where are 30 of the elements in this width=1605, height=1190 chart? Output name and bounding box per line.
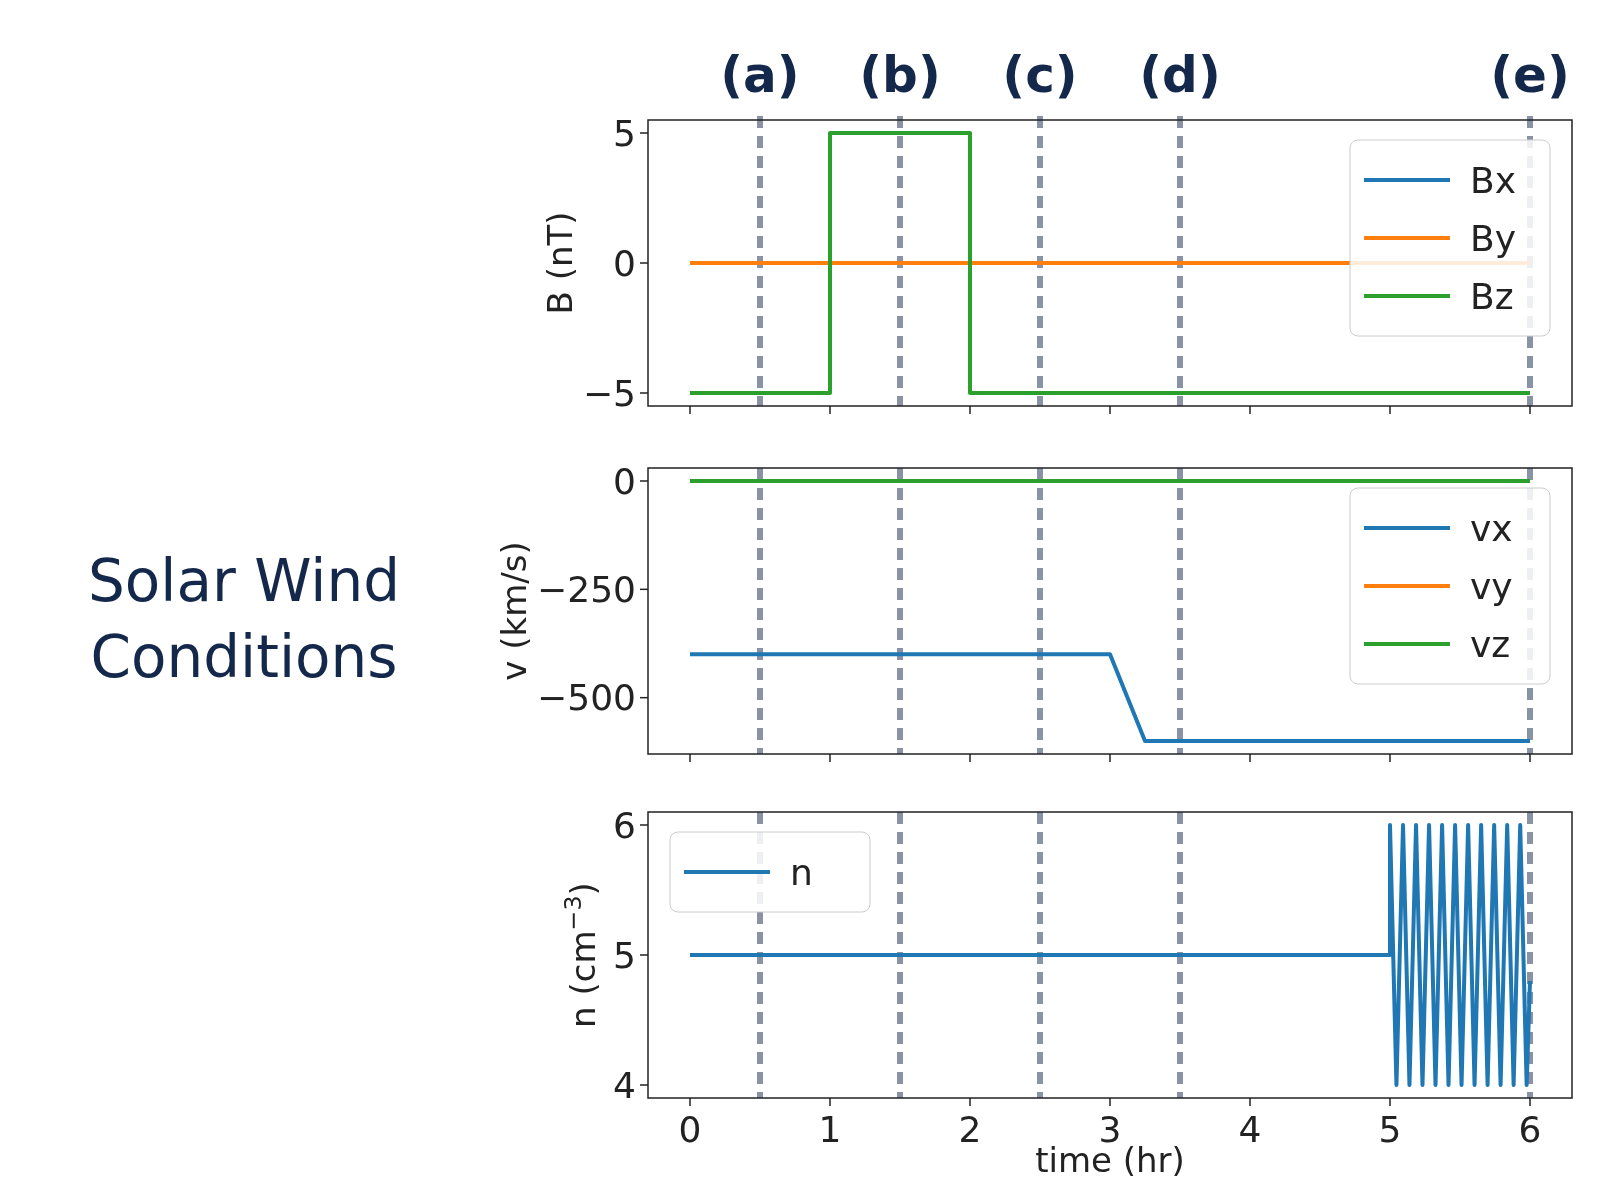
y-tick-label: 5 [613, 934, 636, 976]
y-axis-title: v (km/s) [494, 541, 534, 681]
x-tick-label: 6 [1518, 1109, 1542, 1150]
legend-label: vy [1470, 565, 1513, 607]
ref-line-label: (e) [1490, 46, 1570, 104]
x-tick-label: 1 [818, 1109, 842, 1150]
y-tick-label: −5 [582, 372, 636, 414]
x-tick-label: 2 [958, 1109, 982, 1150]
y-tick-label: −500 [537, 677, 636, 719]
x-tick-label: 5 [1378, 1109, 1402, 1150]
ref-line-label: (b) [859, 46, 941, 104]
y-tick-label: 5 [613, 112, 636, 154]
legend-label: By [1470, 217, 1517, 259]
y-tick-label: 6 [613, 804, 636, 846]
y-tick-label: 0 [613, 242, 636, 284]
x-tick-label: 4 [1238, 1109, 1262, 1150]
ref-line-label: (d) [1139, 46, 1221, 104]
ref-line-label: (a) [720, 46, 800, 104]
legend-label: n [790, 851, 813, 893]
y-axis-title: B (nT) [540, 211, 580, 315]
y-tick-label: 4 [613, 1064, 636, 1106]
y-tick-label: −250 [537, 568, 636, 610]
legend-label: Bz [1470, 275, 1514, 317]
legend-label: vx [1470, 507, 1513, 549]
x-tick-label: 0 [678, 1109, 702, 1150]
legend-label: vz [1470, 623, 1511, 665]
legend-label: Bx [1470, 159, 1517, 201]
y-tick-label: 0 [613, 460, 636, 502]
text: Solar Wind Conditions [87, 547, 401, 691]
ref-line-label: (c) [1002, 46, 1078, 104]
